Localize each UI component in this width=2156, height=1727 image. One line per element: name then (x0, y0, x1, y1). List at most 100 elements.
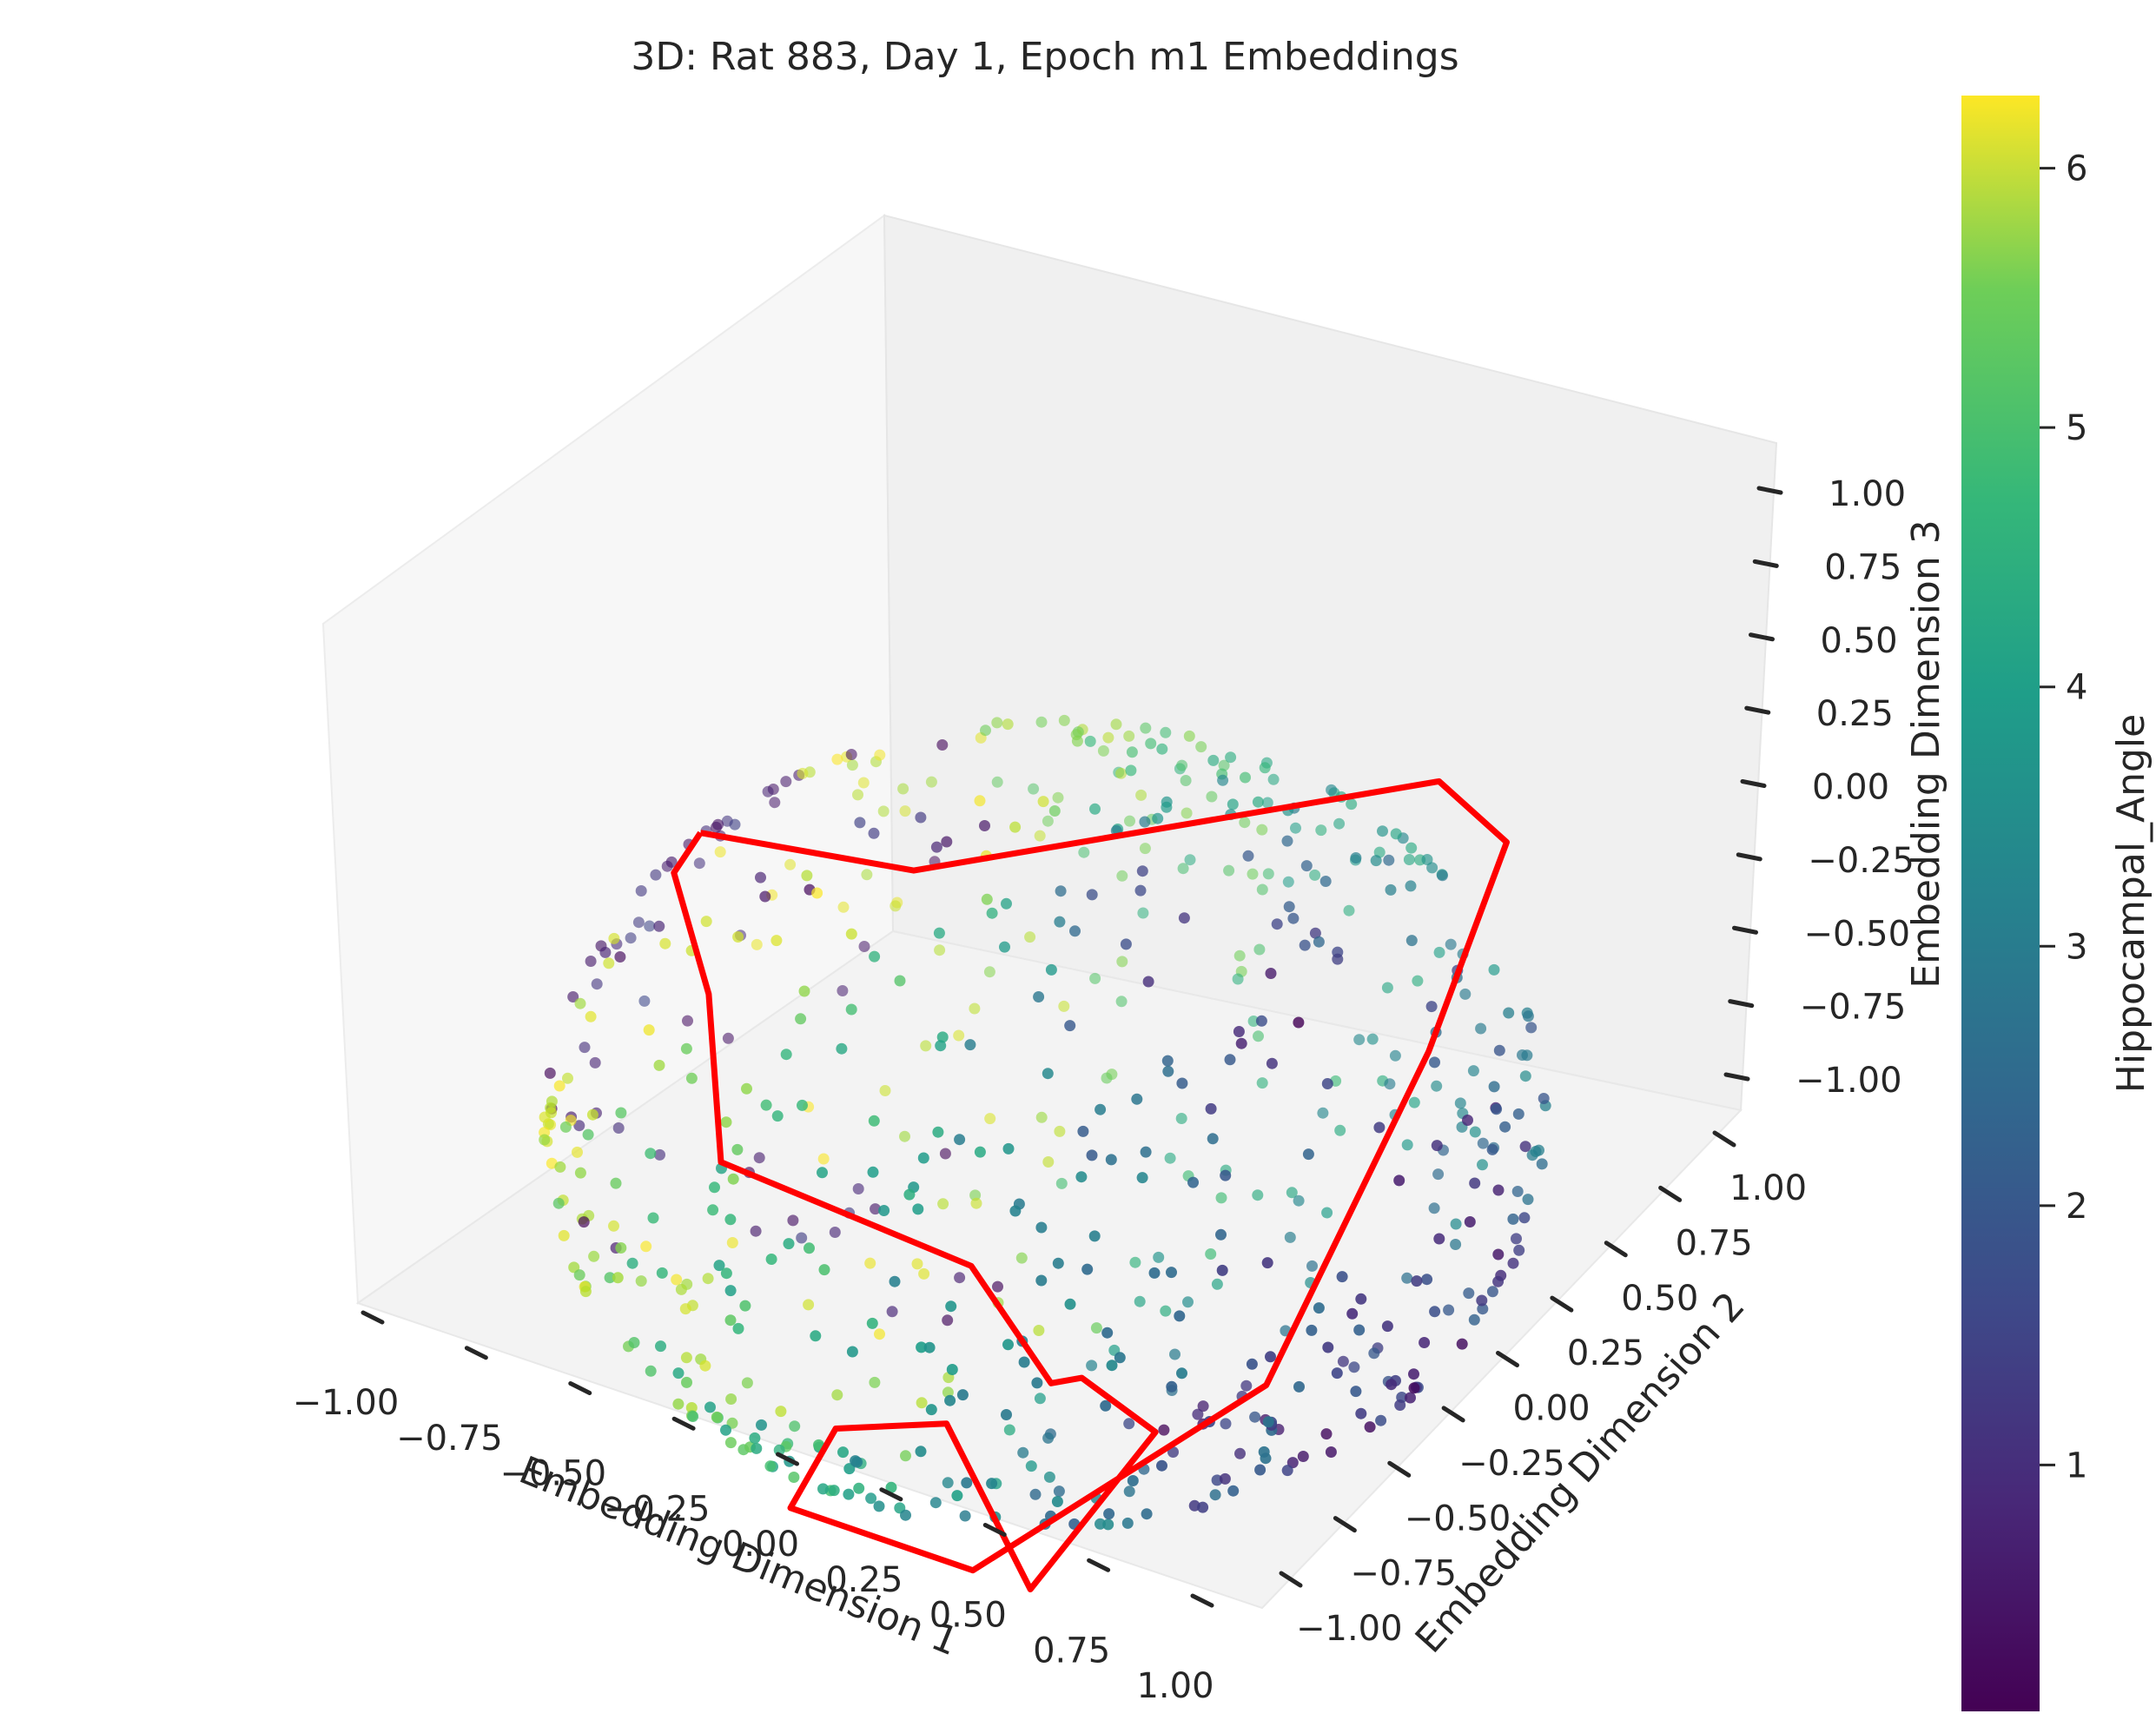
scatter-point (784, 858, 797, 870)
scatter-point (764, 1460, 777, 1472)
scatter-point (586, 1108, 599, 1121)
scatter-point (828, 1485, 840, 1497)
scatter-point (1180, 775, 1192, 786)
scatter-point (1031, 1377, 1043, 1389)
trajectory (671, 777, 1510, 1592)
scatter-point (544, 1067, 556, 1079)
x-tick-label: 1.00 (1136, 1666, 1214, 1706)
scatter-point (1252, 1189, 1264, 1201)
scatter-point (918, 1267, 930, 1280)
scatter-point (846, 1346, 858, 1358)
scatter-point (1089, 972, 1101, 984)
scatter-point (1286, 1187, 1298, 1199)
scatter-point (1433, 946, 1445, 958)
scatter-point (1136, 1172, 1148, 1184)
scatter-point (810, 1330, 822, 1342)
scatter-point (1419, 1337, 1431, 1348)
scatter-point (603, 957, 615, 969)
scatter-point (554, 1161, 566, 1173)
scatter-point (920, 1040, 932, 1052)
scatter-point (1525, 1022, 1538, 1034)
scatter-point (1115, 996, 1128, 1008)
scatter-point (831, 1389, 843, 1401)
scatter-point (783, 1238, 795, 1250)
scatter-point (681, 1376, 692, 1388)
scatter-point (588, 1250, 600, 1262)
scatter-point (1332, 953, 1344, 965)
scatter-point (1401, 1139, 1413, 1151)
scatter-point (1454, 1097, 1466, 1109)
scatter-point (956, 1389, 969, 1401)
scatter-point (1205, 1248, 1217, 1260)
z-tick-label: 1.00 (1829, 474, 1906, 514)
scatter-point (1084, 735, 1096, 747)
scatter-point (573, 1269, 585, 1281)
scatter-point (1433, 1233, 1445, 1245)
scatter-point (558, 1229, 570, 1241)
scatter-point (771, 1110, 784, 1122)
scatter-point (756, 1419, 767, 1431)
x-tick-mark (464, 1346, 488, 1360)
scatter-point (845, 749, 857, 760)
scatter-point (1313, 936, 1325, 948)
scatter-point (1519, 1070, 1531, 1082)
scatter-point (797, 1099, 808, 1111)
scatter-point (671, 1274, 683, 1286)
z-tick-mark (1744, 705, 1771, 715)
scatter-point (700, 916, 712, 928)
scatter-point (936, 1031, 949, 1043)
scatter-point (1513, 1244, 1525, 1256)
scatter-point (1064, 1020, 1076, 1032)
scatter-point (879, 1085, 891, 1096)
scatter-point (1488, 963, 1500, 976)
scatter-point (1175, 1113, 1187, 1124)
scatter-point (1507, 1213, 1519, 1225)
scatter-point (1158, 1424, 1170, 1436)
scatter-point (722, 1032, 734, 1044)
scatter-point (953, 1029, 965, 1042)
y-tick-label: −1.00 (1296, 1609, 1403, 1649)
scatter-point (1125, 764, 1137, 777)
scatter-point (552, 1197, 565, 1209)
scatter-point (1234, 1447, 1246, 1459)
scatter-point (573, 1120, 585, 1132)
scatter-point (1297, 1451, 1309, 1462)
scatter-point (899, 805, 911, 817)
scatter-point (845, 928, 857, 940)
scatter-point (1432, 1168, 1445, 1181)
scatter-point (1346, 1307, 1359, 1320)
scatter-point (1166, 1380, 1178, 1393)
scatter-point (1152, 812, 1164, 824)
scatter-point (751, 1442, 763, 1454)
scatter-point (1377, 825, 1388, 837)
scatter-point (1408, 1096, 1420, 1108)
scatter-point (1464, 1216, 1476, 1227)
scatter-point (655, 1340, 666, 1353)
x-axis-ticks: −1.00−0.75−0.50−0.25 0.00 0.25 0.50 0.75 1.00 (293, 1310, 1214, 1706)
scatter-point (857, 777, 870, 789)
scatter-point (1015, 1252, 1028, 1264)
scatter-point (711, 1411, 723, 1423)
y-axis-ticks: −1.00 −0.75 −0.50 −0.25 0.00 0.25 0.50 0.75 1.00 (1279, 1130, 1807, 1649)
scatter-point (939, 1148, 951, 1160)
scatter-point (932, 1126, 944, 1138)
scatter-point (1403, 854, 1415, 865)
scatter-point (615, 1242, 627, 1254)
y-tick-mark (1658, 1185, 1683, 1202)
scatter-point (981, 893, 993, 905)
scatter-point (1405, 935, 1418, 947)
scatter-point (865, 1492, 877, 1505)
scatter-point (817, 1167, 828, 1179)
colorbar-tick-label: 2 (2066, 1187, 2087, 1227)
scatter-point (1355, 1407, 1367, 1419)
scatter-point (1174, 1310, 1186, 1322)
y-tick-label: −0.50 (1405, 1499, 1511, 1538)
scatter-point (1148, 1267, 1161, 1279)
scatter-point (1086, 889, 1098, 901)
x-tick-mark (1087, 1558, 1111, 1572)
scatter-point (1322, 1341, 1334, 1353)
scatter-point (959, 1510, 971, 1522)
y-tick-label: 0.25 (1567, 1333, 1644, 1373)
scatter-point (724, 1214, 737, 1226)
scatter-point (1385, 883, 1397, 896)
